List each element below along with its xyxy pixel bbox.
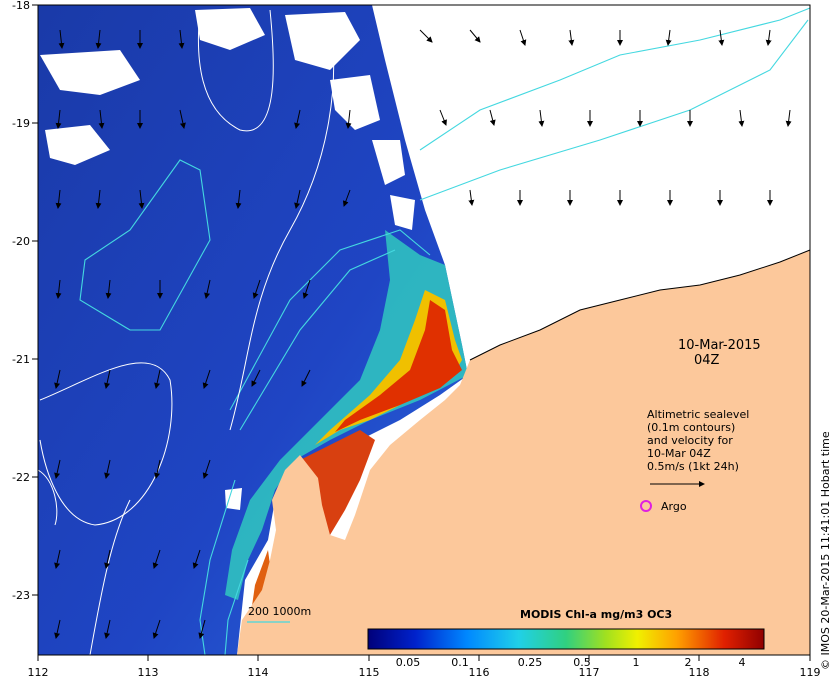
cbar-tick-0: 0.05: [396, 656, 421, 669]
cbar-tick-1: 0.1: [451, 656, 469, 669]
cloud-patches: [40, 8, 415, 510]
y-tick-19: -19: [12, 117, 30, 130]
colorbar: [367, 628, 765, 650]
chlorophyll-high: [300, 290, 462, 460]
land-western-australia: [237, 250, 810, 655]
date-stamp: 10-Mar-2015 04Z: [678, 338, 761, 368]
x-tick-118: 118: [689, 666, 710, 679]
cbar-tick-3: 0.5: [573, 656, 591, 669]
y-tick-23: -23: [12, 589, 30, 602]
time-line: 04Z: [694, 353, 720, 368]
y-axis-ticks: [32, 4, 38, 596]
y-tick-18: -18: [12, 0, 30, 12]
y-axis-tick-labels: -18 -19 -20 -21 -22 -23: [12, 0, 30, 602]
cbar-tick-5: 2: [685, 656, 692, 669]
alt-note-line: (0.1m contours): [647, 421, 736, 434]
x-tick-114: 114: [248, 666, 269, 679]
date-line: 10-Mar-2015: [678, 338, 761, 353]
y-tick-20: -20: [12, 235, 30, 248]
altimetry-note: Altimetric sealevel (0.1m contours) and …: [647, 408, 749, 473]
argo-float-marker: [640, 500, 652, 512]
colorbar-tick-labels: 0.05 0.1 0.25 0.5 1 2 4: [396, 656, 746, 669]
plot-frame: [37, 4, 811, 656]
cbar-tick-6: 4: [739, 656, 746, 669]
x-axis-tick-labels: 112 113 114 115 116 117 118 119: [28, 666, 821, 679]
cbar-tick-2: 0.25: [518, 656, 543, 669]
colorbar-title: MODIS Chl-a mg/m3 OC3: [520, 608, 673, 621]
cbar-tick-4: 1: [633, 656, 640, 669]
contour-key-label: 200 1000m: [248, 605, 312, 618]
isobath-contours: [79, 7, 811, 656]
alt-note-line: and velocity for: [647, 434, 733, 447]
coastline: [469, 249, 811, 361]
alt-note-line: 0.5m/s (1kt 24h): [647, 460, 739, 473]
alt-note-line: Altimetric sealevel: [647, 408, 750, 421]
copyright-label: © IMOS 20-Mar-2015 11:41:01 Hobart time: [819, 431, 832, 670]
x-tick-116: 116: [469, 666, 490, 679]
y-tick-22: -22: [12, 471, 30, 484]
x-tick-112: 112: [28, 666, 49, 679]
x-tick-117: 117: [579, 666, 600, 679]
x-axis-ticks: [37, 655, 811, 661]
sealevel-contours: [37, 9, 335, 656]
argo-label: Argo: [661, 500, 687, 513]
chlorophyll-very-high: [335, 300, 462, 432]
coastal-chlorophyll: [225, 230, 468, 600]
y-tick-21: -21: [12, 353, 30, 366]
x-tick-119: 119: [800, 666, 821, 679]
x-tick-113: 113: [138, 666, 159, 679]
alt-note-line: 10-Mar 04Z: [647, 447, 711, 460]
velocity-arrows: [54, 29, 792, 639]
x-tick-115: 115: [359, 666, 380, 679]
